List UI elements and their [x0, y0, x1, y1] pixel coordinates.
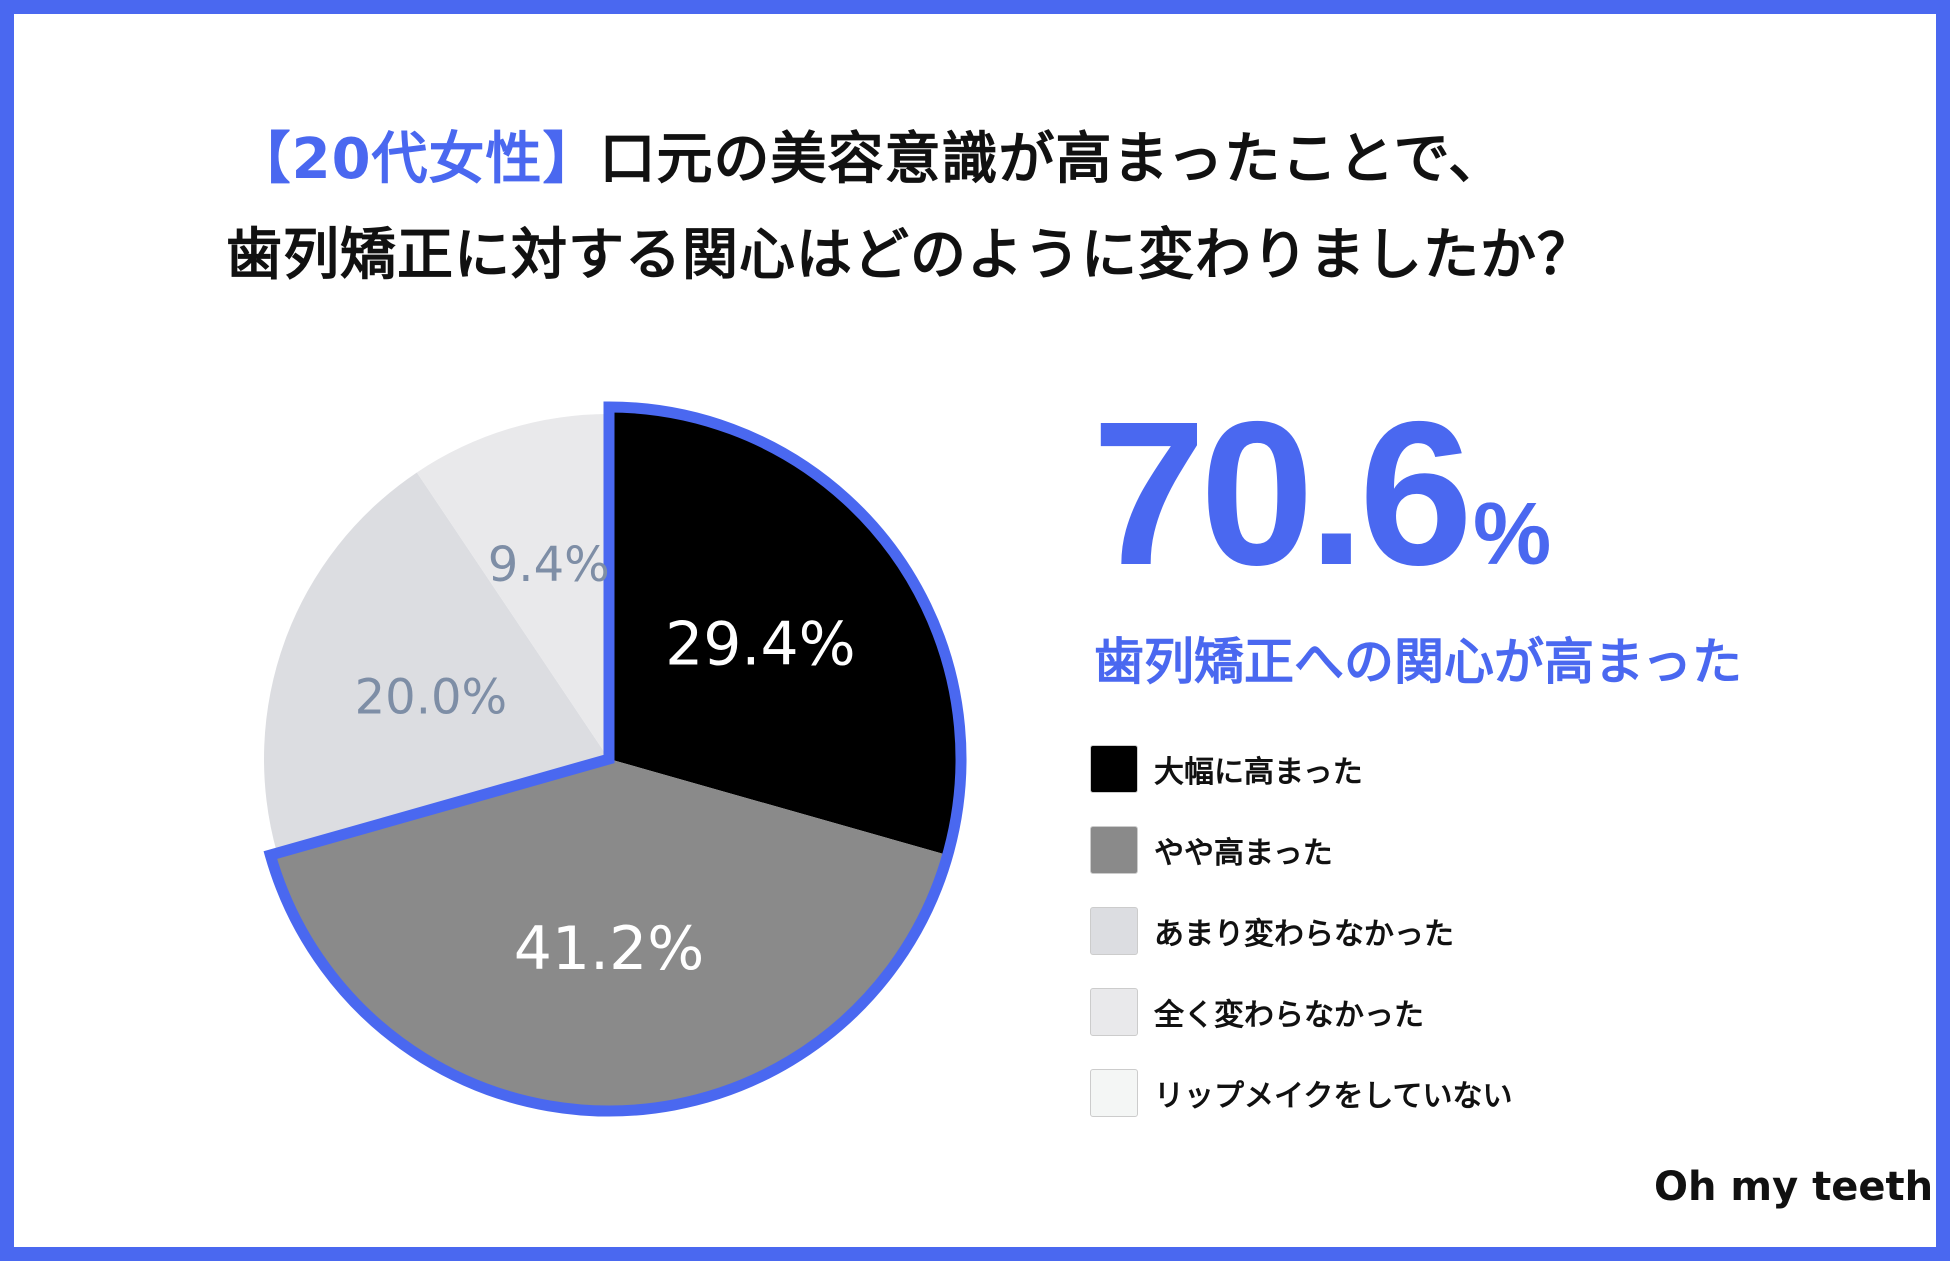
pie-slice-2 — [264, 472, 609, 854]
headline-value: 70.6 — [1092, 379, 1473, 608]
legend-swatch — [1090, 1069, 1138, 1117]
legend-label: リップメイクをしていない — [1154, 1079, 1513, 1114]
chart-legend: 大幅に高まった やや高まったあまり変わらなかった 全く変わらなかったリップメイクをし… — [1090, 744, 1513, 1149]
title-line-1: 【20代女性】口元の美容意識が高まったことで、 — [14, 112, 1936, 208]
legend-swatch — [1090, 745, 1138, 793]
chart-title: 【20代女性】口元の美容意識が高まったことで、 歯列矯正に対する関心はどのように… — [14, 112, 1936, 304]
title-highlight: 【20代女性】 — [234, 127, 600, 192]
title-line-1-text: 口元の美容意識が高まったことで、 — [599, 127, 1506, 192]
legend-item: 全く変わらなかった — [1090, 987, 1513, 1037]
pie-slice-1 — [270, 759, 948, 1112]
legend-label: 全く変わらなかった — [1154, 998, 1424, 1033]
pie-slice-3 — [416, 414, 609, 759]
headline-unit: % — [1473, 484, 1552, 583]
title-line-2: 歯列矯正に対する関心はどのように変わりましたか？ — [226, 223, 1594, 288]
slice-label-3: 9.4% — [488, 537, 610, 593]
legend-swatch — [1090, 988, 1138, 1036]
legend-label: あまり変わらなかった — [1154, 917, 1454, 952]
highlight-outline — [263, 401, 967, 1117]
slice-label-0: 29.4% — [665, 610, 856, 680]
brand-logo: Oh my teeth — [1654, 1164, 1934, 1210]
slice-label-1: 41.2% — [514, 914, 705, 984]
headline-caption: 歯列矯正への関心が高まった — [1094, 633, 1742, 691]
slice-label-2: 20.0% — [355, 670, 507, 726]
legend-item: あまり変わらなかった — [1090, 906, 1513, 956]
legend-item: リップメイクをしていない — [1090, 1068, 1513, 1118]
pie-slice-0 — [609, 407, 961, 856]
legend-swatch — [1090, 907, 1138, 955]
pie-chart: 29.4% 41.2% 20.0% 9.4% — [263, 401, 967, 1117]
legend-swatch — [1090, 826, 1138, 874]
legend-item: やや高まった — [1090, 825, 1513, 875]
headline-percentage: 70.6% — [1092, 391, 1552, 596]
legend-label: やや高まった — [1154, 836, 1333, 871]
legend-label: 大幅に高まった — [1154, 755, 1363, 790]
chart-card: 【20代女性】口元の美容意識が高まったことで、 歯列矯正に対する関心はどのように… — [14, 14, 1936, 1247]
legend-item: 大幅に高まった — [1090, 744, 1513, 794]
